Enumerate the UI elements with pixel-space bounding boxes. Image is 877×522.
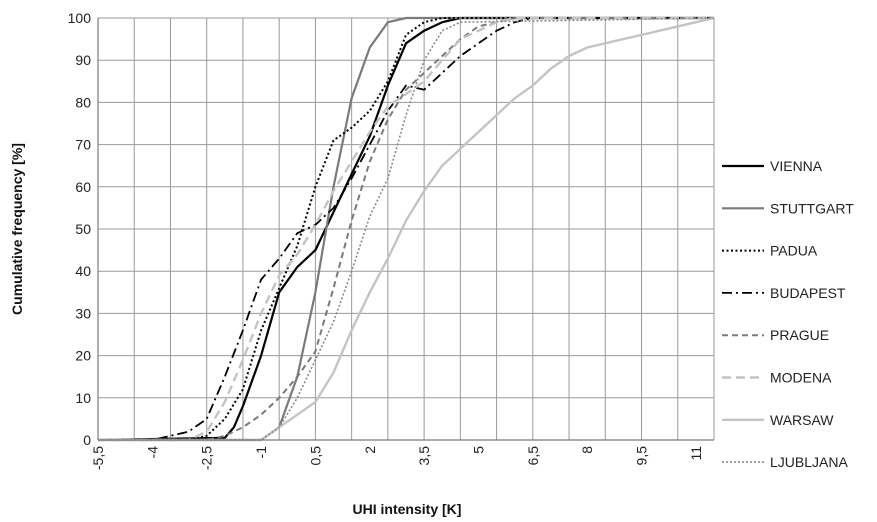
legend-label-prague: PRAGUE [770, 327, 829, 343]
x-tick-label: -2,5 [199, 446, 215, 470]
y-tick-label: 70 [75, 137, 91, 153]
x-tick-labels: -5,5 -4 -2,5 -1 0,5 2 3,5 5 6,5 8 9,5 11 [90, 446, 704, 470]
y-tick-label: 50 [75, 221, 91, 237]
y-tick-label: 0 [83, 432, 91, 448]
legend-label-vienna: VIENNA [770, 158, 823, 174]
series-line-warsaw [98, 16, 715, 442]
series-lines [97, 16, 715, 442]
x-tick-label: -5,5 [90, 446, 106, 470]
legend-label-stuttgart: STUTTGART [770, 200, 854, 216]
legend: VIENNA STUTTGART PADUA BUDAPEST PRAGUE MODENA… [722, 158, 854, 470]
y-tick-label: 30 [75, 305, 91, 321]
legend-label-padua: PADUA [770, 243, 818, 259]
y-tick-label: 100 [68, 10, 92, 26]
series-line-ljubljana [98, 17, 715, 441]
x-tick-label: -4 [144, 446, 160, 459]
x-tick-label: 0,5 [307, 446, 323, 466]
series-line-prague [98, 17, 714, 441]
y-tick-label: 40 [75, 263, 91, 279]
y-axis-title: Cumulative frequency [%] [9, 143, 25, 315]
x-tick-label: 6,5 [525, 446, 541, 466]
series-line-vienna [97, 16, 714, 442]
series-line-padua [98, 17, 714, 441]
x-tick-label: 5 [470, 446, 486, 454]
y-tick-label: 80 [75, 94, 91, 110]
x-tick-label: -1 [253, 446, 269, 459]
axes [97, 18, 714, 441]
x-tick-label: 9,5 [634, 446, 650, 466]
y-tick-label: 90 [75, 52, 91, 68]
series-line-modena [98, 16, 714, 442]
series-line-budapest [98, 17, 714, 441]
x-tick-label: 2 [362, 446, 378, 454]
x-tick-label: 3,5 [416, 446, 432, 466]
y-tick-label: 10 [75, 390, 91, 406]
legend-label-budapest: BUDAPEST [770, 285, 846, 301]
grid-lines [97, 17, 715, 441]
x-tick-label: 11 [688, 446, 704, 461]
y-tick-label: 60 [75, 179, 91, 195]
y-tick-labels: 0 10 20 30 40 50 60 70 80 90 100 [68, 10, 92, 448]
legend-label-modena: MODENA [770, 370, 832, 386]
legend-label-ljubljana: LJUBLJANA [770, 454, 848, 470]
legend-label-warsaw: WARSAW [770, 412, 834, 428]
y-tick-label: 20 [75, 348, 91, 364]
x-tick-label: 8 [579, 446, 595, 454]
x-axis-title: UHI intensity [K] [353, 501, 462, 517]
